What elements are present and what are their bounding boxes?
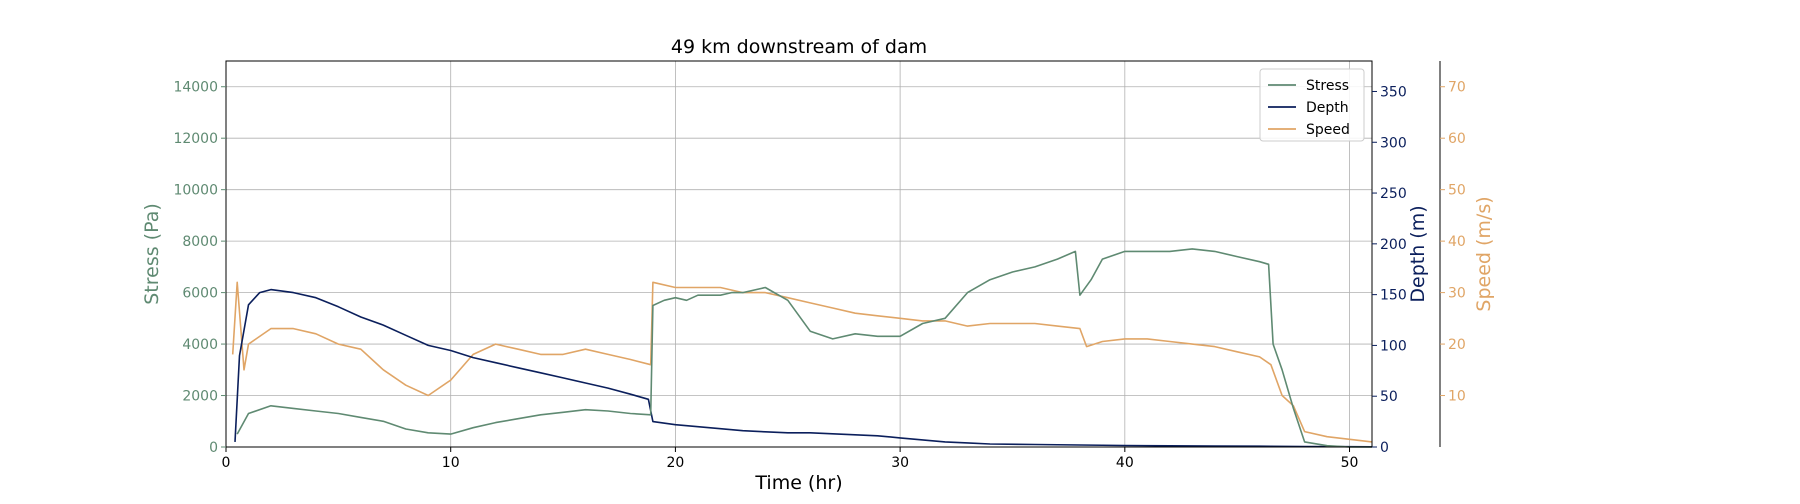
- legend-label-speed: Speed: [1306, 122, 1350, 138]
- stress-tick-label: 6000: [182, 286, 218, 302]
- speed-tick-label: 30: [1448, 286, 1466, 302]
- x-tick-label: 0: [222, 455, 231, 471]
- speed-tick-label: 70: [1448, 80, 1466, 96]
- speed-tick-label: 50: [1448, 183, 1466, 199]
- series-line-depth: [234, 288, 1373, 448]
- legend-label-depth: Depth: [1306, 100, 1349, 116]
- depth-tick-label: 250: [1380, 186, 1407, 202]
- series-layer: [231, 248, 1373, 448]
- stress-tick-label: 4000: [182, 337, 218, 353]
- x-tick-label: 50: [1341, 455, 1359, 471]
- stress-tick-label: 14000: [173, 80, 218, 96]
- speed-axis: 10 20 30 40 50 60 70: [1439, 61, 1466, 447]
- speed-tick-label: 10: [1448, 389, 1466, 405]
- legend-label-stress: Stress: [1306, 78, 1349, 94]
- stress-tick-label: 10000: [173, 183, 218, 199]
- stress-axis-title: Stress (Pa): [141, 203, 163, 305]
- stress-tick-label: 8000: [182, 234, 218, 250]
- grid: [225, 61, 1372, 448]
- x-tick-label: 10: [442, 455, 460, 471]
- depth-axis: 0 50 100 150 200 250 300 350: [1372, 84, 1407, 456]
- series-line-stress: [236, 248, 1372, 448]
- stress-axis: 0 2000 4000 6000 8000 10000 12000 14000: [173, 80, 226, 456]
- speed-tick-label: 40: [1448, 234, 1466, 250]
- legend: Stress Depth Speed: [1259, 68, 1365, 142]
- x-tick-label: 30: [891, 455, 909, 471]
- stress-tick-label: 0: [209, 440, 218, 456]
- depth-tick-label: 200: [1380, 237, 1407, 253]
- depth-tick-label: 150: [1380, 288, 1407, 304]
- depth-tick-label: 0: [1380, 440, 1389, 456]
- legend-box: [1259, 68, 1365, 142]
- x-tick-label: 20: [666, 455, 684, 471]
- depth-tick-label: 300: [1380, 135, 1407, 151]
- depth-tick-label: 350: [1380, 84, 1407, 100]
- x-tick-label: 40: [1116, 455, 1134, 471]
- depth-tick-label: 100: [1380, 338, 1407, 354]
- speed-axis-title: Speed (m/s): [1473, 196, 1495, 311]
- speed-tick-label: 60: [1448, 131, 1466, 147]
- depth-axis-title: Depth (m): [1407, 205, 1429, 302]
- depth-tick-label: 50: [1380, 389, 1398, 405]
- plot-frame: [225, 60, 1373, 448]
- x-axis-title: Time (hr): [754, 472, 842, 494]
- stress-tick-label: 2000: [182, 389, 218, 405]
- chart-title: 49 km downstream of dam: [671, 36, 927, 58]
- x-axis: 0 10 20 30 40 50: [222, 447, 1359, 471]
- stress-tick-label: 12000: [173, 131, 218, 147]
- speed-tick-label: 20: [1448, 337, 1466, 353]
- series-line-speed: [231, 281, 1373, 443]
